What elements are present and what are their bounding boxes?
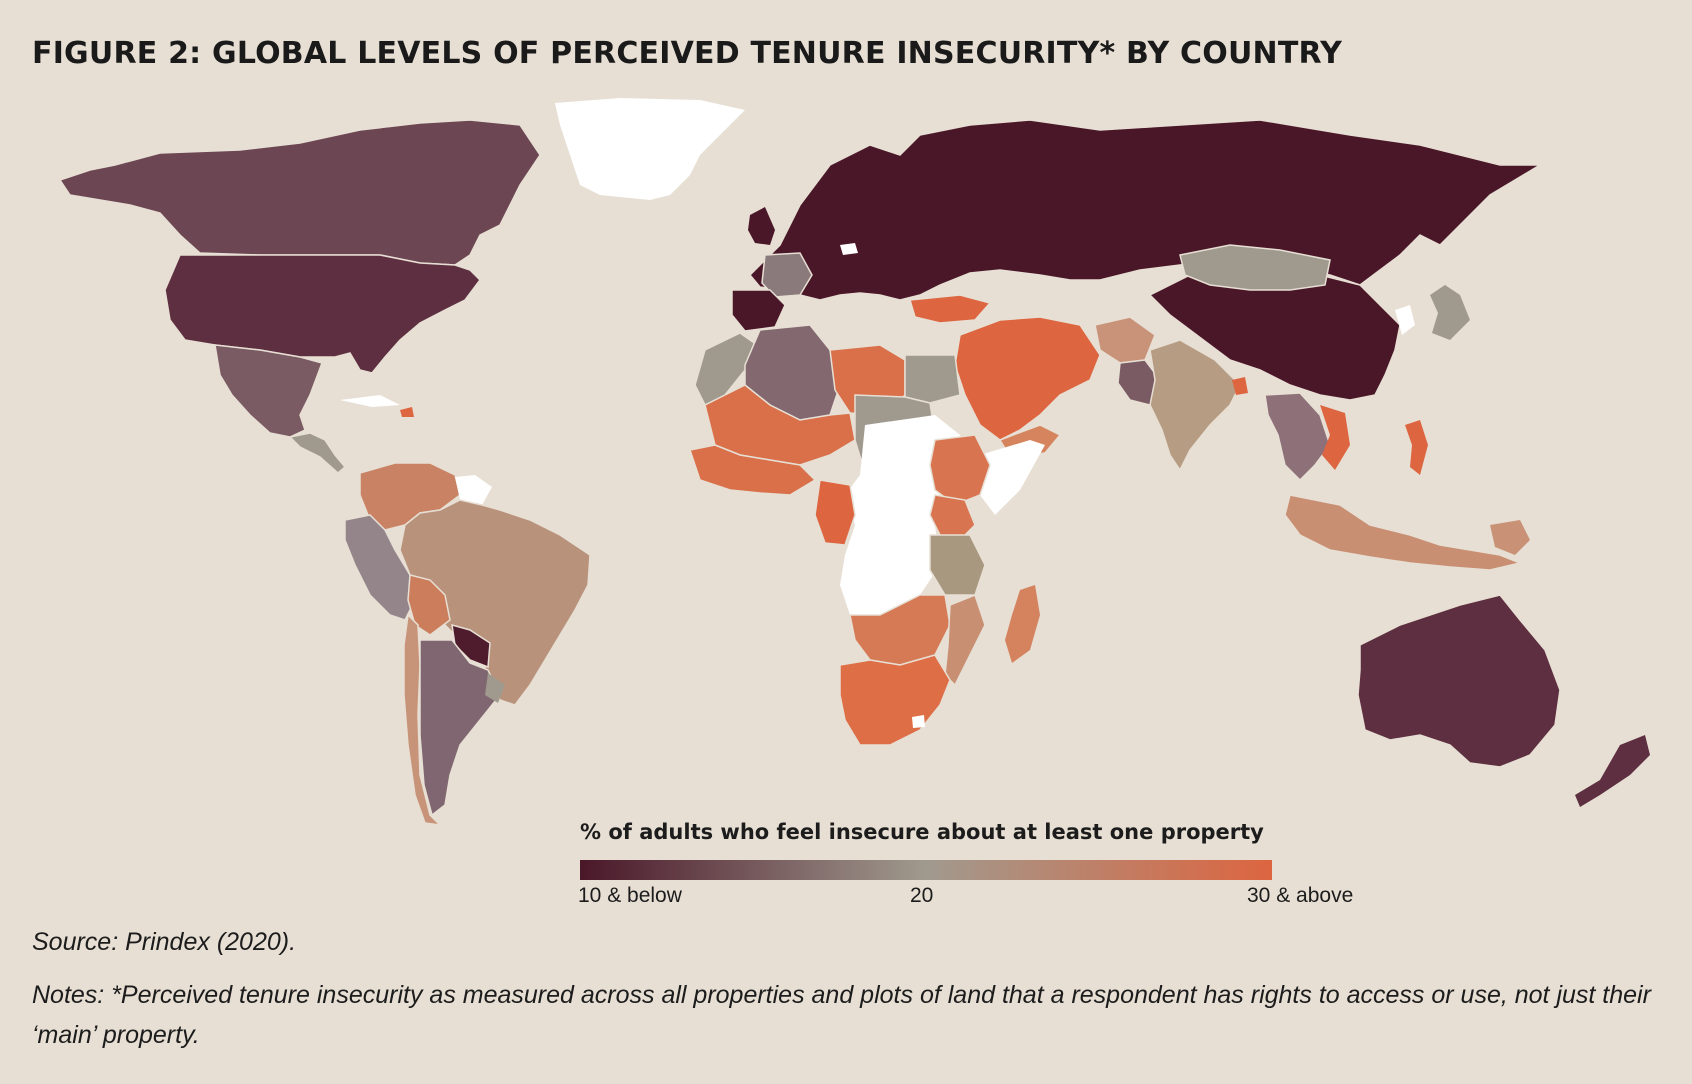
region-canada[interactable]	[58, 119, 541, 266]
region-iran-saudi[interactable]	[954, 316, 1101, 441]
legend-tick-low: 10 & below	[578, 884, 682, 907]
region-turkey[interactable]	[909, 294, 992, 324]
region-southern-africa[interactable]	[839, 654, 951, 746]
region-somalia-horn[interactable]	[980, 440, 1045, 515]
region-bangladesh[interactable]	[1232, 377, 1248, 395]
region-ethiopia[interactable]	[929, 434, 991, 506]
region-india[interactable]	[1149, 339, 1241, 472]
region-uk[interactable]	[748, 207, 775, 245]
region-afghanistan[interactable]	[1094, 316, 1156, 364]
region-russia-europe[interactable]	[748, 119, 1543, 301]
region-vietnam[interactable]	[1320, 405, 1350, 470]
region-argentina[interactable]	[419, 639, 501, 817]
region-united-states[interactable]	[164, 254, 481, 374]
region-cuba[interactable]	[340, 395, 400, 407]
region-peru-ecuador[interactable]	[344, 514, 416, 621]
region-angola-zambia[interactable]	[849, 594, 951, 666]
figure-title: FIGURE 2: GLOBAL LEVELS OF PERCEIVED TEN…	[32, 36, 1343, 71]
region-central-america[interactable]	[288, 432, 347, 474]
region-mongolia[interactable]	[1179, 244, 1331, 291]
legend-color-bar	[580, 860, 1272, 880]
region-kenya-uganda[interactable]	[929, 494, 976, 541]
region-czechia[interactable]	[840, 243, 858, 255]
region-iberia[interactable]	[731, 289, 786, 332]
world-choropleth-map	[58, 98, 1650, 827]
region-papua-new-guinea[interactable]	[1490, 520, 1530, 555]
region-west-africa-coast[interactable]	[689, 444, 817, 496]
region-philippines[interactable]	[1405, 420, 1428, 475]
region-australia[interactable]	[1357, 594, 1561, 768]
legend-tick-high: 30 & above	[1247, 884, 1354, 907]
legend-title: % of adults who feel insecure about at l…	[580, 820, 1264, 844]
region-indonesia-malaysia[interactable]	[1284, 494, 1523, 571]
source-note: Source: Prindex (2020).	[32, 928, 297, 956]
region-new-zealand[interactable]	[1575, 735, 1650, 807]
region-egypt[interactable]	[904, 354, 961, 404]
region-mozambique[interactable]	[944, 594, 986, 687]
region-cameroon-congo[interactable]	[814, 479, 856, 546]
region-bolivia[interactable]	[407, 574, 451, 636]
legend-tick-mid: 20	[910, 884, 934, 907]
region-tanzania[interactable]	[929, 534, 986, 596]
region-japan[interactable]	[1430, 285, 1470, 340]
region-france[interactable]	[761, 252, 813, 298]
region-guianas[interactable]	[455, 475, 492, 505]
region-haiti[interactable]	[400, 407, 414, 417]
region-greenland[interactable]	[555, 98, 745, 200]
region-southeast-asia-mainland[interactable]	[1264, 392, 1331, 482]
region-lesotho[interactable]	[912, 715, 925, 728]
region-morocco-west-sahara[interactable]	[694, 332, 762, 407]
notes-text: Notes: *Perceived tenure insecurity as m…	[32, 981, 1651, 1049]
region-mexico[interactable]	[214, 344, 323, 438]
region-korea[interactable]	[1395, 305, 1415, 335]
region-madagascar[interactable]	[1005, 585, 1040, 663]
region-uruguay[interactable]	[485, 673, 505, 703]
